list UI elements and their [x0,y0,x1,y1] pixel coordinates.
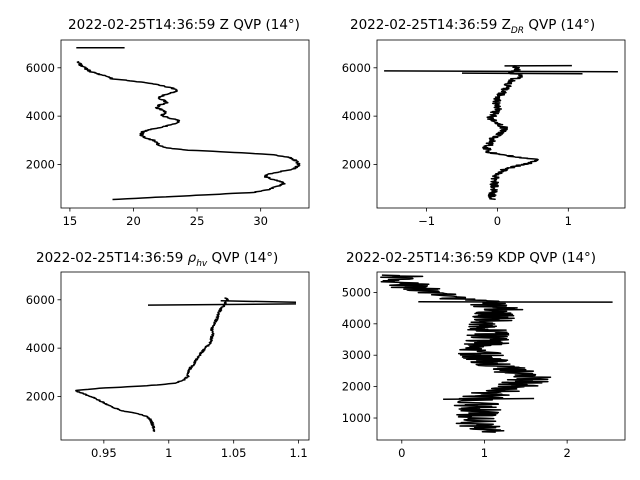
x-tick-label: 1 [565,214,572,228]
y-tick-label: 3000 [342,348,371,362]
axes-frame [376,271,626,441]
x-tick-label: 25 [190,214,205,228]
series-line-2 [220,300,297,303]
series-line-0 [76,61,301,201]
y-tick-label: 4000 [342,317,371,331]
x-tick-label: 1 [481,446,488,460]
rhohv-qvp-title: 2022-02-25T14:36:59 ρhv QVP (14°) [36,250,278,269]
rhohv-qvp-panel: 0.95 1 1.05 1.1 2000 4000 6000 [26,271,310,460]
x-tick-label: 1 [165,446,172,460]
y-tick-label: 6000 [26,61,55,75]
z-qvp-panel: 15 20 25 30 2000 4000 6000 [26,39,310,228]
y-tick-label: 2000 [342,380,371,394]
x-tick-label: 20 [126,214,141,228]
y-tick-label: 2000 [26,389,55,403]
y-tick-label: 4000 [26,341,55,355]
x-tick-label: 30 [253,214,268,228]
x-tick-label: 15 [63,214,78,228]
y-tick-label: 4000 [26,109,55,123]
x-tick-label: 0.95 [91,446,117,460]
series-line-1 [147,303,297,306]
kdp-qvp-title: 2022-02-25T14:36:59 KDP QVP (14°) [346,250,596,266]
series-line-2 [461,72,583,75]
plot-area [380,274,613,433]
y-tick-label: 2000 [342,157,371,171]
x-tick-label: 0 [494,214,501,228]
axes-frame [376,39,626,209]
plot-area [75,297,297,433]
y-tick-label: 5000 [342,285,371,299]
series-line-0 [482,65,539,201]
y-tick-label: 6000 [26,293,55,307]
y-tick-label: 6000 [342,61,371,75]
y-tick-label: 1000 [342,411,371,425]
series-line-1 [384,70,618,73]
z-qvp-title: 2022-02-25T14:36:59 Z QVP (14°) [68,17,300,33]
x-tick-label: 1.05 [221,446,247,460]
plot-area [76,46,301,201]
y-tick-label: 4000 [342,109,371,123]
axes-frame [60,39,310,209]
x-tick-label: −1 [418,214,435,228]
plot-area [384,64,618,201]
y-tick-label: 2000 [26,157,55,171]
zdr-qvp-panel: −1 0 1 2000 4000 6000 [342,39,626,228]
x-tick-label: 0 [398,446,405,460]
x-tick-label: 2 [563,446,570,460]
x-tick-label: 1.1 [289,446,307,460]
series-line-0 [75,297,229,433]
series-line-2 [443,397,535,400]
zdr-qvp-title: 2022-02-25T14:36:59 ZDR QVP (14°) [350,17,595,36]
kdp-qvp-panel: 0 1 2 1000 2000 3000 4000 5000 [342,271,626,460]
axes-frame [60,271,310,441]
